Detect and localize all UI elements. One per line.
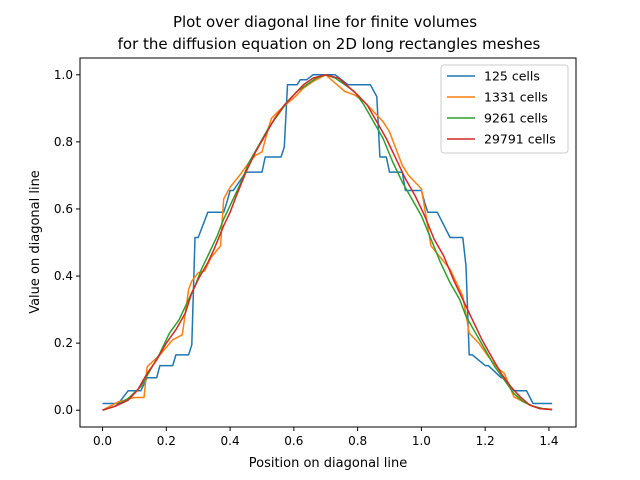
x-axis-ticks: 0.0 0.2 0.4 0.6 0.8 1.0 1.2 1.4 <box>93 427 558 448</box>
y-axis-ticks: 0.0 0.2 0.4 0.6 0.8 1.0 <box>54 68 80 417</box>
legend-label: 29791 cells <box>484 132 556 147</box>
x-tick-label: 1.0 <box>412 434 431 448</box>
chart-title-line-2: for the diffusion equation on 2D long re… <box>118 35 541 53</box>
series-line-1 <box>102 74 553 411</box>
x-tick-label: 0.6 <box>284 434 303 448</box>
y-tick-label: 0.6 <box>54 202 73 216</box>
x-tick-label: 1.2 <box>476 434 495 448</box>
y-tick-label: 0.0 <box>54 403 73 417</box>
x-tick-label: 0.2 <box>157 434 176 448</box>
legend-label: 9261 cells <box>484 111 548 126</box>
x-tick-label: 1.4 <box>539 434 558 448</box>
y-axis-label: Value on diagonal line <box>28 170 43 314</box>
plot-frame <box>79 57 577 428</box>
x-tick-label: 0.8 <box>348 434 367 448</box>
legend: 125 cells 1331 cells 9261 cells 29791 cells <box>440 64 569 154</box>
y-tick-label: 0.4 <box>54 269 73 283</box>
y-tick-label: 0.2 <box>54 336 73 350</box>
legend-entries: 125 cells 1331 cells 9261 cells 29791 cells <box>447 69 556 147</box>
legend-label: 125 cells <box>484 69 540 84</box>
legend-box <box>440 64 569 154</box>
x-axis-label: Position on diagonal line <box>249 456 408 471</box>
legend-label: 1331 cells <box>484 90 548 105</box>
x-tick-label: 0.4 <box>221 434 240 448</box>
series-line-3 <box>102 74 553 411</box>
chart-title-line-1: Plot over diagonal line for finite volum… <box>173 13 477 31</box>
y-tick-label: 0.8 <box>54 135 73 149</box>
series-line-0 <box>102 74 553 405</box>
x-tick-label: 0.0 <box>93 434 112 448</box>
y-tick-label: 1.0 <box>54 68 73 82</box>
series-layer <box>102 74 553 411</box>
